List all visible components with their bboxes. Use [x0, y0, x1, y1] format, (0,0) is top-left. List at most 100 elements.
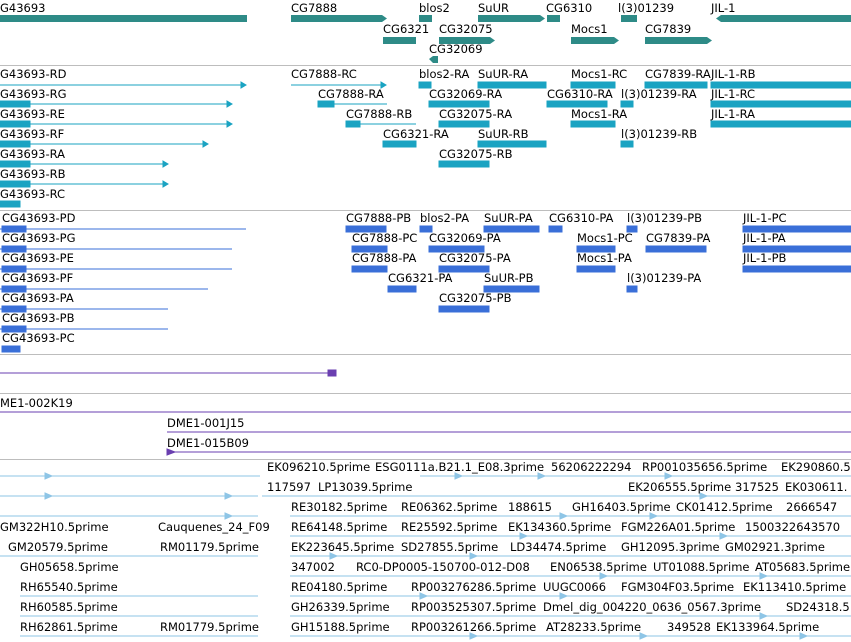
- protein-label[interactable]: CG43693-PF: [2, 271, 74, 285]
- est-label[interactable]: UUGC0066: [543, 580, 607, 594]
- gene-bar-mocs1[interactable]: [571, 37, 619, 44]
- transcript-label[interactable]: G43693-RE: [0, 107, 65, 121]
- clone-label[interactable]: ME1-002K19: [0, 396, 73, 410]
- protein-label[interactable]: l(3)01239-PB: [627, 211, 703, 225]
- protein-label[interactable]: JIL-1-PA: [743, 231, 786, 245]
- est-label[interactable]: ESG0111a.B21.1_E08.3prime: [375, 460, 545, 474]
- est-label[interactable]: RM01179.5prime: [160, 540, 259, 554]
- est-label[interactable]: 1500322643570: [745, 520, 841, 534]
- transcript-label[interactable]: CG6310-RA: [547, 87, 613, 101]
- transcript-label[interactable]: G43693-RD: [0, 67, 67, 81]
- transcript-label[interactable]: CG32075-RB: [439, 147, 513, 161]
- protein-label[interactable]: CG7888-PC: [352, 231, 418, 245]
- est-label[interactable]: RH60585.5prime: [20, 600, 118, 614]
- gene-label[interactable]: SuUR: [478, 1, 509, 15]
- transcript-label[interactable]: JIL-1-RA: [711, 107, 755, 121]
- gene-bar-g43693[interactable]: [0, 15, 247, 22]
- transcript-label[interactable]: CG7839-RA: [645, 67, 711, 81]
- protein-label[interactable]: CG32075-PB: [439, 291, 512, 305]
- est-label[interactable]: GH05658.5prime: [20, 560, 119, 574]
- est-label[interactable]: RM01779.5prime: [160, 620, 259, 634]
- protein-label[interactable]: CG43693-PA: [2, 291, 74, 305]
- est-label[interactable]: Dmel_dig_004220_0636_0567.3prime: [543, 600, 762, 614]
- est-label[interactable]: RE06362.5prime: [401, 500, 498, 514]
- transcript-label[interactable]: G43693-RC: [0, 187, 66, 201]
- est-label[interactable]: AT28233.5prime: [546, 620, 642, 634]
- est-label[interactable]: GH15188.5prime: [291, 620, 390, 634]
- est-label[interactable]: RP001035656.5prime: [642, 460, 768, 474]
- gene-label[interactable]: CG6321: [383, 22, 430, 36]
- gene-bar-l301239[interactable]: [621, 15, 637, 22]
- protein-label[interactable]: CG7888-PB: [346, 211, 412, 225]
- gene-label[interactable]: CG32069: [429, 42, 483, 56]
- est-label[interactable]: GM20579.5prime: [8, 540, 108, 554]
- est-label[interactable]: EK290860.5: [781, 460, 851, 474]
- gene-bar-cg6310[interactable]: [547, 15, 560, 22]
- transcript-label[interactable]: SuUR-RB: [478, 127, 529, 141]
- est-label[interactable]: EK030611.: [785, 480, 848, 494]
- protein-label[interactable]: SuUR-PA: [484, 211, 533, 225]
- protein-label[interactable]: CG32075-PA: [439, 251, 511, 265]
- gene-label[interactable]: Mocs1: [571, 22, 608, 36]
- protein-label[interactable]: CG43693-PC: [2, 331, 75, 345]
- protein-label[interactable]: JIL-1-PB: [743, 251, 787, 265]
- est-label[interactable]: Cauquenes_24_F09: [158, 520, 270, 534]
- transcript-label[interactable]: CG32075-RA: [439, 107, 513, 121]
- est-label[interactable]: GH16403.5prime: [572, 500, 671, 514]
- transcript-label[interactable]: l(3)01239-RA: [621, 87, 697, 101]
- transcript-label[interactable]: G43693-RG: [0, 87, 67, 101]
- protein-label[interactable]: CG43693-PE: [2, 251, 74, 265]
- gene-bar-cg7839[interactable]: [645, 37, 712, 44]
- gene-bar-cg32075[interactable]: [439, 37, 495, 44]
- gene-bar-cg6321[interactable]: [383, 37, 416, 44]
- protein-label[interactable]: SuUR-PB: [484, 271, 534, 285]
- gene-label[interactable]: CG6310: [546, 1, 593, 15]
- est-label[interactable]: RP003261266.5prime: [411, 620, 537, 634]
- gene-bar-cg32069[interactable]: [429, 56, 438, 63]
- transcript-label[interactable]: CG7888-RA: [318, 87, 384, 101]
- protein-label[interactable]: l(3)01239-PA: [627, 271, 702, 285]
- gene-label[interactable]: CG7888: [291, 1, 338, 15]
- clone-label[interactable]: DME1-001J15: [167, 416, 245, 430]
- est-label[interactable]: 117597: [267, 480, 311, 494]
- transcript-label[interactable]: JIL-1-RB: [711, 67, 756, 81]
- gene-bar-jil1[interactable]: [716, 15, 851, 22]
- est-label[interactable]: 349528: [667, 620, 711, 634]
- gene-bar-cg7888[interactable]: [291, 15, 387, 22]
- est-label[interactable]: UT01088.5prime: [653, 560, 750, 574]
- est-label[interactable]: EK223645.5prime: [291, 540, 395, 554]
- protein-label[interactable]: CG7839-PA: [646, 231, 711, 245]
- transcript-label[interactable]: CG32069-RA: [429, 87, 503, 101]
- protein-label[interactable]: Mocs1-PA: [577, 251, 632, 265]
- est-label[interactable]: FGM304F03.5prime: [621, 580, 735, 594]
- transcript-label[interactable]: JIL-1-RC: [711, 87, 756, 101]
- est-label[interactable]: 317525: [735, 480, 779, 494]
- gene-label[interactable]: JIL-1: [711, 1, 736, 15]
- est-label[interactable]: GH26339.5prime: [291, 600, 390, 614]
- est-label[interactable]: SD24318.5: [786, 600, 850, 614]
- protein-label[interactable]: CG7888-PA: [352, 251, 417, 265]
- est-label[interactable]: RP003276286.5prime: [411, 580, 537, 594]
- est-label[interactable]: EK096210.5prime: [267, 460, 371, 474]
- transcript-label[interactable]: blos2-RA: [419, 67, 470, 81]
- transcript-label[interactable]: CG7888-RB: [346, 107, 413, 121]
- transcript-label[interactable]: Mocs1-RA: [571, 107, 628, 121]
- est-label[interactable]: EK134360.5prime: [508, 520, 612, 534]
- est-label[interactable]: FGM226A01.5prime: [621, 520, 736, 534]
- protein-label[interactable]: CG43693-PB: [2, 311, 75, 325]
- clone-label[interactable]: DME1-015B09: [167, 436, 249, 450]
- est-label[interactable]: EK206555.5prime: [628, 480, 732, 494]
- est-label[interactable]: 347002: [291, 560, 335, 574]
- est-label[interactable]: AT05683.5prime: [755, 560, 851, 574]
- transcript-label[interactable]: l(3)01239-RB: [621, 127, 698, 141]
- est-label[interactable]: EK113410.5prime: [743, 580, 847, 594]
- transcript-label[interactable]: G43693-RA: [0, 147, 66, 161]
- transcript-label[interactable]: CG6321-RA: [383, 127, 449, 141]
- protein-label[interactable]: CG43693-PG: [2, 231, 76, 245]
- est-label[interactable]: 56206222294: [551, 460, 632, 474]
- gene-label[interactable]: G43693: [0, 1, 46, 15]
- protein-label[interactable]: CG6310-PA: [549, 211, 614, 225]
- gene-label[interactable]: l(3)01239: [618, 1, 675, 15]
- est-label[interactable]: LP13039.5prime: [318, 480, 413, 494]
- est-label[interactable]: GM02921.3prime: [725, 540, 825, 554]
